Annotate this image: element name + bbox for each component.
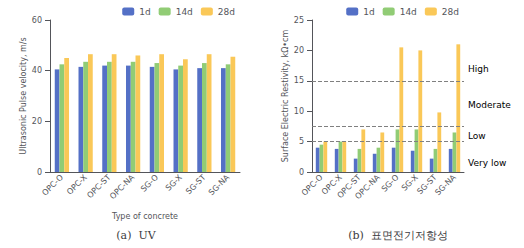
svg-text:60: 60 <box>32 16 42 25</box>
svg-text:OPC-X: OPC-X <box>319 172 344 197</box>
svg-text:28d: 28d <box>218 7 235 17</box>
svg-text:SG-ST: SG-ST <box>184 173 207 196</box>
svg-text:14d: 14d <box>176 7 193 17</box>
svg-text:40: 40 <box>32 66 42 75</box>
svg-text:20: 20 <box>32 117 42 126</box>
svg-text:OPC-NA: OPC-NA <box>108 172 137 201</box>
svg-text:25: 25 <box>294 16 304 25</box>
svg-text:0: 0 <box>37 168 42 177</box>
svg-text:15: 15 <box>294 76 304 85</box>
svg-text:SG-NA: SG-NA <box>433 172 458 197</box>
svg-text:SG-O: SG-O <box>380 173 401 194</box>
svg-text:Very low: Very low <box>468 158 506 168</box>
svg-text:(b) 표면전기저항성: (b) 표면전기저항성 <box>348 229 448 242</box>
svg-text:OPC-ST: OPC-ST <box>335 172 363 201</box>
svg-text:0: 0 <box>299 168 304 177</box>
svg-text:20: 20 <box>294 46 304 55</box>
svg-text:Type of concrete: Type of concrete <box>111 212 178 221</box>
svg-text:Ultrasonic Pulse velocity, m/s: Ultrasonic Pulse velocity, m/s <box>19 37 28 154</box>
svg-text:28d: 28d <box>442 7 459 17</box>
svg-text:14d: 14d <box>400 7 417 17</box>
svg-text:OPC-O: OPC-O <box>40 173 65 198</box>
svg-text:OPC-ST: OPC-ST <box>85 172 113 201</box>
svg-text:5: 5 <box>299 137 304 146</box>
svg-text:High: High <box>468 64 489 74</box>
svg-text:SG-ST: SG-ST <box>415 172 439 197</box>
svg-text:Moderate: Moderate <box>468 100 511 110</box>
svg-text:Surface Electric Restivity, kΩ: Surface Electric Restivity, kΩ•cm <box>281 30 290 163</box>
svg-text:1d: 1d <box>363 7 374 17</box>
svg-text:Low: Low <box>468 131 486 141</box>
svg-text:10: 10 <box>294 107 304 116</box>
svg-text:OPC-O: OPC-O <box>300 173 325 198</box>
svg-text:(a) UV: (a) UV <box>116 229 156 242</box>
svg-text:OPC-X: OPC-X <box>65 172 89 197</box>
svg-text:SG-X: SG-X <box>164 172 184 192</box>
svg-text:SG-NA: SG-NA <box>207 172 232 197</box>
svg-text:SG-O: SG-O <box>139 173 160 194</box>
svg-text:OPC-NA: OPC-NA <box>353 172 382 201</box>
svg-text:SG-X: SG-X <box>399 172 420 193</box>
svg-text:1d: 1d <box>139 7 150 17</box>
